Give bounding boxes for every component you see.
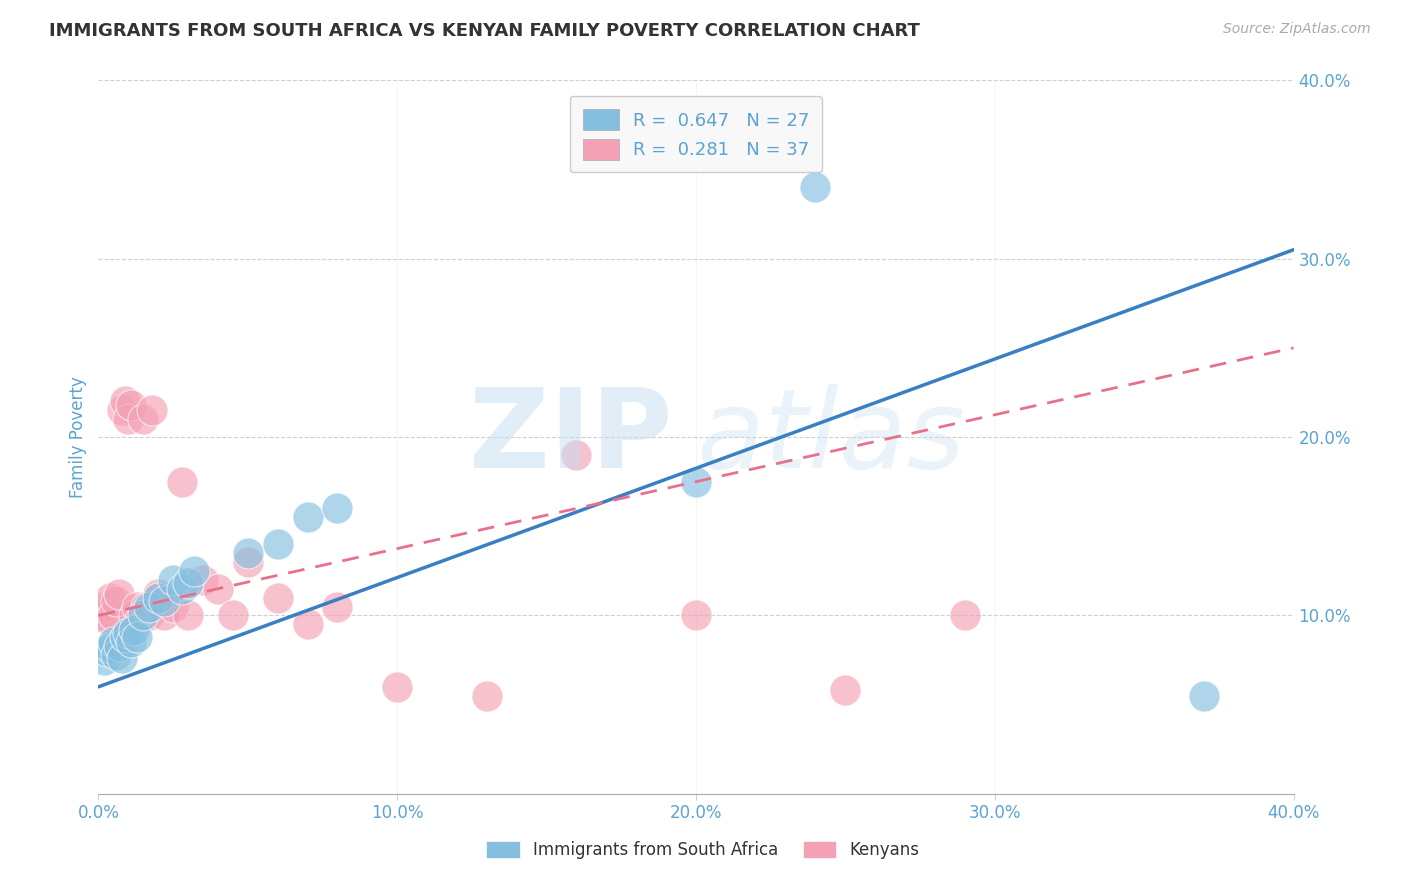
Point <box>191 573 214 587</box>
Point <box>326 501 349 516</box>
Point <box>685 608 707 623</box>
Point <box>297 617 319 632</box>
Point <box>804 180 827 194</box>
Point <box>267 591 290 605</box>
Text: Source: ZipAtlas.com: Source: ZipAtlas.com <box>1223 22 1371 37</box>
Point <box>93 599 115 614</box>
Point <box>222 608 245 623</box>
Point <box>114 394 136 409</box>
Point <box>105 594 128 608</box>
Point <box>148 591 170 605</box>
Point <box>103 635 125 649</box>
Point <box>105 648 128 662</box>
Point <box>236 546 259 560</box>
Y-axis label: Family Poverty: Family Poverty <box>69 376 87 498</box>
Legend: R =  0.647   N = 27, R =  0.281   N = 37: R = 0.647 N = 27, R = 0.281 N = 37 <box>569 96 823 172</box>
Point <box>138 608 160 623</box>
Point <box>172 475 194 489</box>
Point <box>132 412 155 426</box>
Point <box>162 599 184 614</box>
Point <box>111 651 134 665</box>
Point <box>267 537 290 551</box>
Point <box>953 608 976 623</box>
Point <box>834 683 856 698</box>
Point <box>326 599 349 614</box>
Point <box>177 576 200 591</box>
Point <box>685 475 707 489</box>
Point <box>148 587 170 601</box>
Point <box>1192 689 1215 703</box>
Point <box>124 608 146 623</box>
Point <box>141 403 163 417</box>
Point <box>297 510 319 524</box>
Point <box>117 626 139 640</box>
Point <box>103 608 125 623</box>
Point <box>132 608 155 623</box>
Point <box>98 591 122 605</box>
Point <box>127 630 149 644</box>
Point <box>90 608 112 623</box>
Point <box>138 599 160 614</box>
Point <box>127 599 149 614</box>
Point <box>114 630 136 644</box>
Point <box>96 612 118 626</box>
Legend: Immigrants from South Africa, Kenyans: Immigrants from South Africa, Kenyans <box>479 834 927 866</box>
Point <box>96 644 118 658</box>
Point <box>124 623 146 637</box>
Point <box>177 608 200 623</box>
Point <box>565 448 588 462</box>
Text: ZIP: ZIP <box>468 384 672 491</box>
Point <box>143 594 166 608</box>
Point <box>135 599 157 614</box>
Point <box>129 612 152 626</box>
Text: IMMIGRANTS FROM SOUTH AFRICA VS KENYAN FAMILY POVERTY CORRELATION CHART: IMMIGRANTS FROM SOUTH AFRICA VS KENYAN F… <box>49 22 920 40</box>
Point <box>93 653 115 667</box>
Point <box>385 680 409 694</box>
Point <box>111 403 134 417</box>
Point <box>153 594 176 608</box>
Point <box>172 582 194 596</box>
Point <box>108 639 131 653</box>
Point <box>108 587 131 601</box>
Point <box>236 555 259 569</box>
Point <box>162 573 184 587</box>
Point <box>207 582 229 596</box>
Point <box>475 689 498 703</box>
Text: atlas: atlas <box>696 384 965 491</box>
Point <box>120 635 142 649</box>
Point <box>183 564 205 578</box>
Point <box>120 398 142 412</box>
Point <box>117 412 139 426</box>
Point <box>153 608 176 623</box>
Point <box>98 640 122 655</box>
